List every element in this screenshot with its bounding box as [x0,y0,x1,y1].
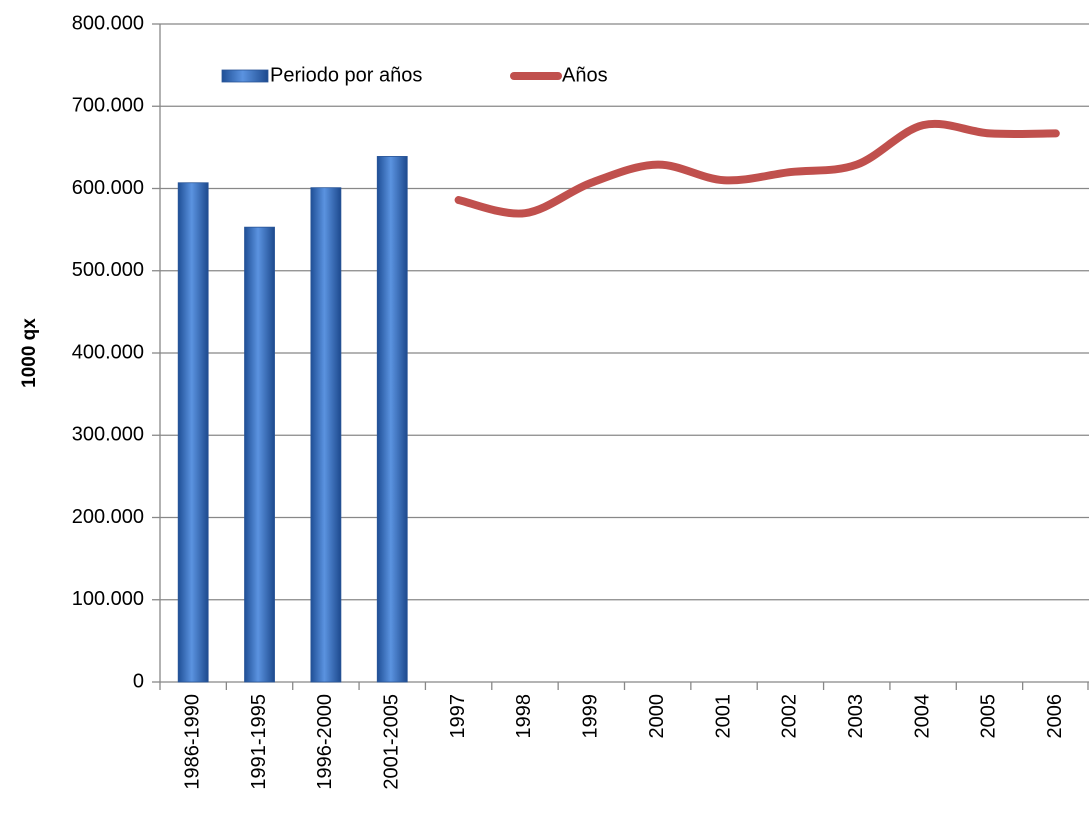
y-tick-label: 0 [133,670,144,692]
x-tick-label: 2002 [779,694,801,739]
x-tick-label: 2000 [646,694,668,739]
y-tick-label: 700.000 [72,95,144,117]
x-tick-label: 1999 [580,694,602,739]
x-tick-label: 1997 [447,694,469,739]
bar [376,156,408,683]
y-tick-label: 400.000 [72,341,144,363]
x-tick-label: 2001-2005 [381,694,403,790]
y-tick-label: 800.000 [72,12,144,34]
x-tick-label: 2004 [911,694,933,739]
legend-label: Años [562,64,608,86]
bar [244,226,275,683]
y-tick-label: 300.000 [72,424,144,446]
legend-swatch [221,69,269,83]
y-tick-label: 100.000 [72,588,144,610]
bar [177,182,209,683]
x-tick-label: 2005 [978,694,1000,739]
legend-label: Periodo por años [270,64,422,86]
x-tick-label: 1998 [513,694,535,739]
y-axis-label: 1000 qx [19,318,40,388]
y-tick-label: 600.000 [72,177,144,199]
x-tick-label: 1996-2000 [314,694,336,790]
line [454,119,1060,218]
y-tick-label: 200.000 [72,506,144,528]
x-tick-label: 2003 [845,694,867,739]
x-tick-label: 1991-1995 [248,694,270,790]
x-tick-label: 2006 [1044,694,1066,739]
x-tick-label: 1986-1990 [181,694,203,790]
x-tick-label: 2001 [712,694,734,739]
bar [310,187,342,683]
y-tick-label: 500.000 [72,259,144,281]
